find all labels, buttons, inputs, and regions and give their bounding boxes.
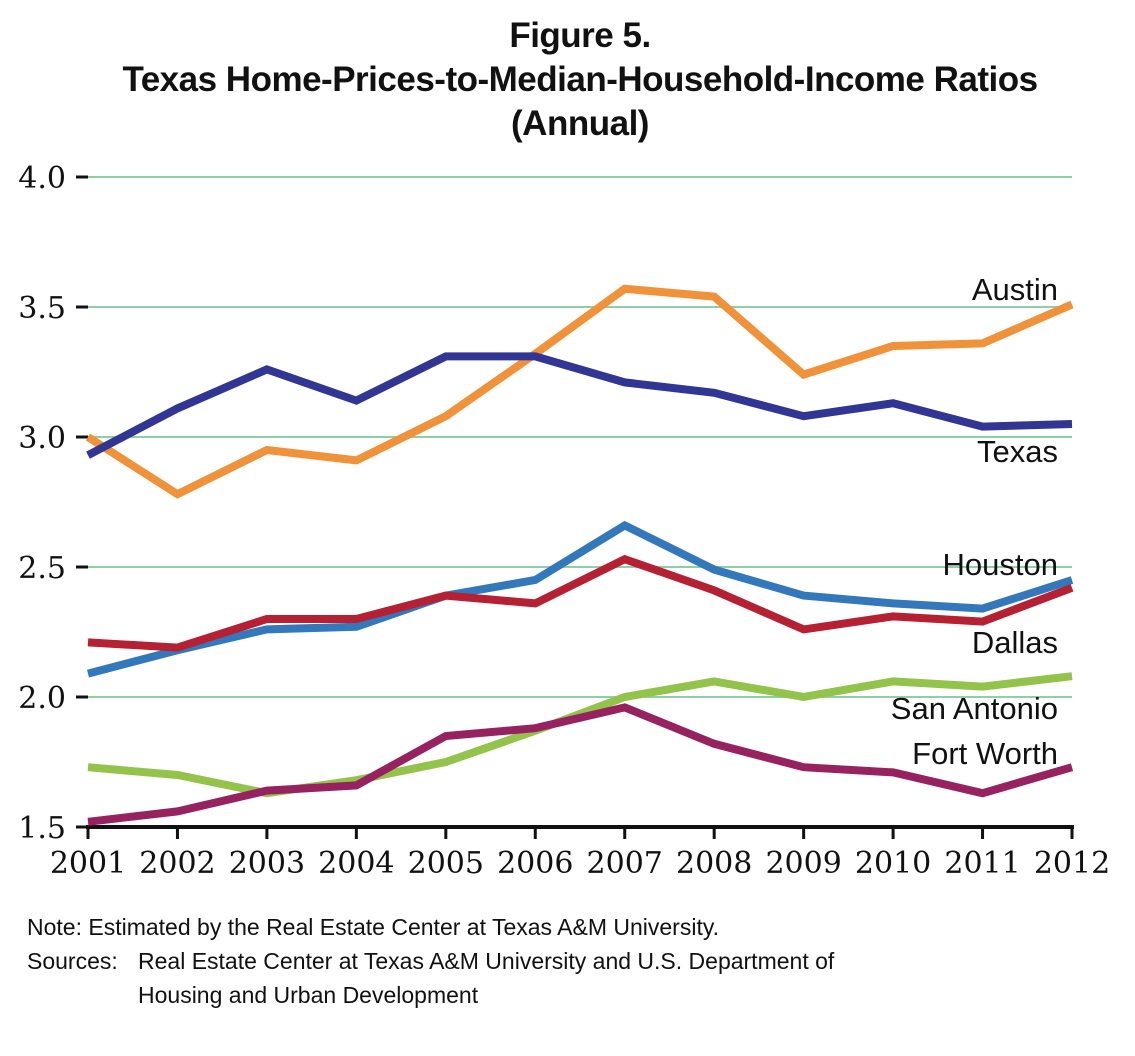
x-tick-label: 2002 [139, 846, 215, 881]
series-line-dallas [87, 554, 1074, 652]
x-tick-label: 2006 [497, 846, 573, 881]
x-tick-label: 2009 [765, 846, 841, 881]
figure-number: Figure 5. [509, 16, 651, 55]
x-tick-label: 2003 [229, 846, 305, 881]
sources-line-1: Real Estate Center at Texas A&M Universi… [138, 948, 835, 974]
sources-row-2: Housing and Urban Development [27, 978, 834, 1012]
series-label-dallas: Dallas [972, 625, 1058, 660]
gridlines [88, 176, 1072, 698]
note-row: Note: Estimated by the Real Estate Cente… [27, 910, 834, 944]
x-tick-label: 2010 [855, 846, 931, 881]
y-tick-label: 1.5 [18, 811, 66, 846]
series-labels: Austin Texas Houston Dallas San Antonio Fort … [891, 272, 1058, 771]
note-text: Estimated by the Real Estate Center at T… [88, 914, 720, 940]
sources-line-2: Housing and Urban Development [138, 982, 479, 1008]
y-tick-label: 2.0 [18, 681, 66, 716]
x-tick-label: 2004 [318, 846, 394, 881]
x-tick-label: 2005 [408, 846, 484, 881]
y-tick-label: 3.0 [18, 421, 66, 456]
chart-title: Figure 5. Texas Home-Prices-to-Median-Ho… [0, 14, 1135, 146]
chart-title-main: Texas Home-Prices-to-Median-Household-In… [122, 60, 1038, 99]
series-line-fort-worth [87, 703, 1074, 826]
series-line-texas [86, 352, 1073, 459]
axes: 1.5 2.0 2.5 3.0 3.5 4.0 2001 2002 2003 2004 2005 20… [18, 161, 1110, 881]
y-tick-label: 3.5 [18, 291, 66, 326]
series-line-houston [86, 520, 1074, 678]
y-tick-label: 4.0 [18, 161, 66, 196]
series-label-austin: Austin [972, 272, 1058, 307]
x-tick-label: 2008 [676, 846, 752, 881]
x-tick-label: 2007 [587, 846, 663, 881]
x-tick-label: 2011 [944, 846, 1020, 881]
footnote: Note: Estimated by the Real Estate Cente… [27, 910, 834, 1012]
note-key: Note: [27, 914, 82, 940]
series-label-houston: Houston [943, 547, 1058, 582]
series-label-san-antonio: San Antonio [891, 691, 1058, 726]
sources-key: Sources: [27, 948, 118, 974]
series-line-austin [85, 284, 1074, 499]
series-label-fort-worth: Fort Worth [912, 736, 1058, 771]
x-tick-label: 2001 [50, 846, 126, 881]
x-tick-label: 2012 [1034, 846, 1110, 881]
chart-title-period: (Annual) [511, 104, 649, 143]
y-tick-label: 2.5 [18, 551, 66, 586]
series-label-texas: Texas [977, 434, 1058, 469]
sources-row: Sources: Real Estate Center at Texas A&M… [27, 944, 834, 978]
series-lines [85, 284, 1074, 826]
